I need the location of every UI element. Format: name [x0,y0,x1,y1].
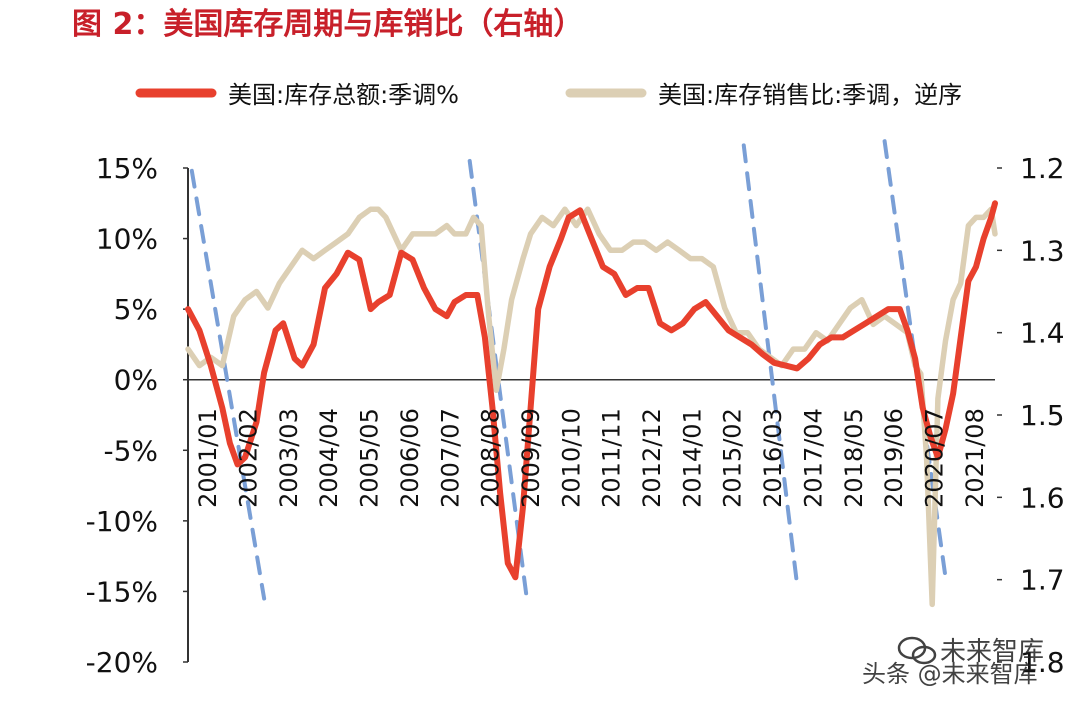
right-tick-label: 1.4 [1020,317,1065,350]
left-tick-label: 5% [114,293,158,326]
right-tick-label: 1.2 [1020,152,1065,185]
legend: 美国:库存总额:季调% 美国:库存销售比:季调，逆序 [135,81,962,109]
left-tick-label: 10% [96,223,158,256]
x-tick-label: 2004/04 [315,408,343,508]
left-tick-label: -15% [86,575,158,608]
legend-label-ratio: 美国:库存销售比:季调，逆序 [658,81,962,109]
x-tick-label: 2020/07 [920,408,948,508]
trend-lines [189,139,948,601]
series-lines [185,200,998,608]
x-tick-label: 2006/06 [396,408,424,508]
series-line-inventory-total [185,200,998,581]
x-tick-label: 2012/12 [638,408,666,508]
x-tick-label: 2010/10 [557,408,585,508]
watermark-source-text: 头条 @未来智库 [862,660,1038,688]
axes: 15% 10% 5% 0% -5% -10% -15% -20% 1.2 1.3 1.4 1.5 1.6… [86,152,1065,679]
right-tick-label: 1.5 [1020,399,1065,432]
x-tick-label: 2021/08 [961,408,989,508]
left-tick-label: -5% [103,434,158,467]
right-tick-label: 1.8 [1020,646,1065,679]
x-tick-label: 2019/06 [880,408,908,508]
watermark-brand-text: 未来智库 [940,637,1044,667]
legend-label-inventory: 美国:库存总额:季调% [228,81,459,109]
right-tick-label: 1.3 [1020,234,1065,267]
x-tick-label: 2003/03 [275,408,303,508]
series-line-inventory-sales-ratio [185,206,998,608]
left-tick-label: -20% [86,646,158,679]
right-tick-label: 1.7 [1020,564,1065,597]
x-tick-label: 2007/07 [436,408,464,508]
x-tick-label: 2008/08 [477,408,505,508]
x-tick-label: 2005/05 [356,408,384,508]
x-tick-label: 2016/03 [759,408,787,508]
x-tick-label: 2009/09 [517,408,545,508]
left-tick-label: 0% [114,364,158,397]
right-tick-label: 1.6 [1020,481,1065,514]
chart-title: 图 2：美国库存周期与库销比（右轴） [72,7,583,42]
watermark: 未来智库 头条 @未来智库 [862,636,1044,688]
left-tick-label: -10% [86,505,158,538]
x-tick-label: 2015/02 [719,408,747,508]
left-tick-label: 15% [96,152,158,185]
wechat-logo-icon [897,636,937,665]
trend-dash-line [741,143,800,587]
x-tick-label: 2001/01 [194,408,222,508]
x-axis-labels: 2001/01 2002/02 2003/03 2004/04 2005/05 2006/… [194,408,989,508]
x-tick-label: 2011/11 [598,408,626,508]
x-tick-label: 2002/02 [235,408,263,508]
x-tick-label: 2014/01 [678,408,706,508]
trend-dash-line [189,168,267,601]
x-tick-label: 2017/04 [799,408,827,508]
x-tick-label: 2018/05 [840,408,868,508]
